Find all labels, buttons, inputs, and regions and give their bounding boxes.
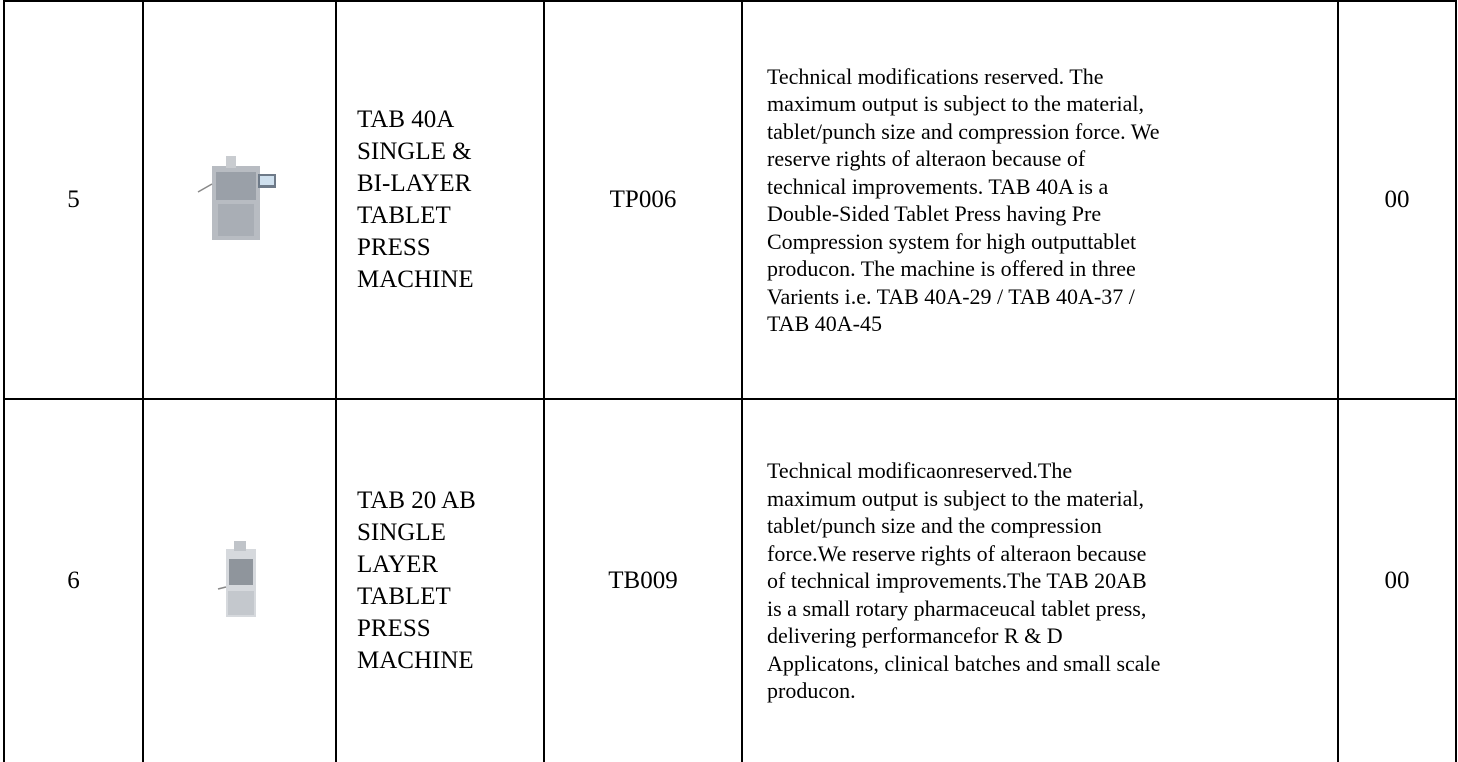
product-image xyxy=(142,398,337,762)
table-row: 5 TAB 40A SINGLE & BI-LAYER TABLET PRESS MACHI… xyxy=(3,0,1457,400)
description-line: maximum output is subject to the materia… xyxy=(767,91,1144,116)
description-line: producon. The machine is offered in thre… xyxy=(767,256,1136,281)
row-number: 5 xyxy=(3,0,144,400)
table-body: 5 TAB 40A SINGLE & BI-LAYER TABLET PRESS MACHI… xyxy=(3,0,1457,762)
product-image xyxy=(142,0,337,400)
description-line: maximum output is subject to the materia… xyxy=(767,485,1144,511)
description-line: tablet/punch size and compression force.… xyxy=(767,118,1160,144)
product-name: TAB 20 AB SINGLE LAYER TABLET PRESS MACHINE xyxy=(335,398,545,762)
name-line: BI-LAYER xyxy=(357,170,472,197)
product-description: Technical modifications reserved. The max… xyxy=(741,0,1339,400)
name-line: TAB 20 AB xyxy=(357,487,476,514)
name-line: PRESS xyxy=(357,234,431,261)
name-line: TABLET xyxy=(357,583,451,610)
description-line: Applicatons, clinical batches and small … xyxy=(767,650,1161,676)
product-code: TP006 xyxy=(543,0,743,400)
product-table: 5 TAB 40A SINGLE & BI-LAYER TABLET PRESS MACHI… xyxy=(3,0,1457,762)
description-line: reserve rights of alteraon because of xyxy=(767,146,1086,171)
name-line: MACHINE xyxy=(357,647,474,674)
name-line: TAB 40A xyxy=(357,106,455,133)
description-line: of technical improvements.The TAB 20AB xyxy=(767,568,1147,594)
table-row: 6 TAB 20 AB SINGLE LAYER TABLET PRESS MACHINE T… xyxy=(3,398,1457,762)
description-line: TAB 40A-45 xyxy=(767,311,882,336)
quantity: 00 xyxy=(1337,398,1457,762)
name-line: TABLET xyxy=(357,202,451,229)
product-name: TAB 40A SINGLE & BI-LAYER TABLET PRESS MACHIN… xyxy=(335,0,545,400)
description-line: Compression system for high outputtablet xyxy=(767,228,1137,254)
description-line: technical improvements. TAB 40A is a xyxy=(767,173,1109,199)
description-line: tablet/punch size and the compression xyxy=(767,513,1102,539)
name-line: SINGLE xyxy=(357,519,446,546)
name-line: MACHINE xyxy=(357,266,474,293)
description-line: force.We reserve rights of alteraon beca… xyxy=(767,540,1147,566)
description-line: Double-Sided Tablet Press having Pre xyxy=(767,201,1102,226)
product-description: Technical modificaonreserved.The maximum … xyxy=(741,398,1339,762)
quantity: 00 xyxy=(1337,0,1457,400)
name-line: LAYER xyxy=(357,551,439,578)
description-line: Technical modifications reserved. The xyxy=(767,63,1104,89)
description-line: producon. xyxy=(767,678,856,704)
description-line: Technical modificaonreserved.The xyxy=(767,458,1073,484)
description-line: delivering performancefor R & D xyxy=(767,623,1063,649)
description-line: is a small rotary pharmaceucal tablet pr… xyxy=(767,595,1147,621)
description-line: Varients i.e. TAB 40A-29 / TAB 40A-37 / xyxy=(767,283,1135,309)
name-line: SINGLE & xyxy=(357,138,472,165)
row-number: 6 xyxy=(3,398,144,762)
product-code: TB009 xyxy=(543,398,743,762)
name-line: PRESS xyxy=(357,615,431,642)
